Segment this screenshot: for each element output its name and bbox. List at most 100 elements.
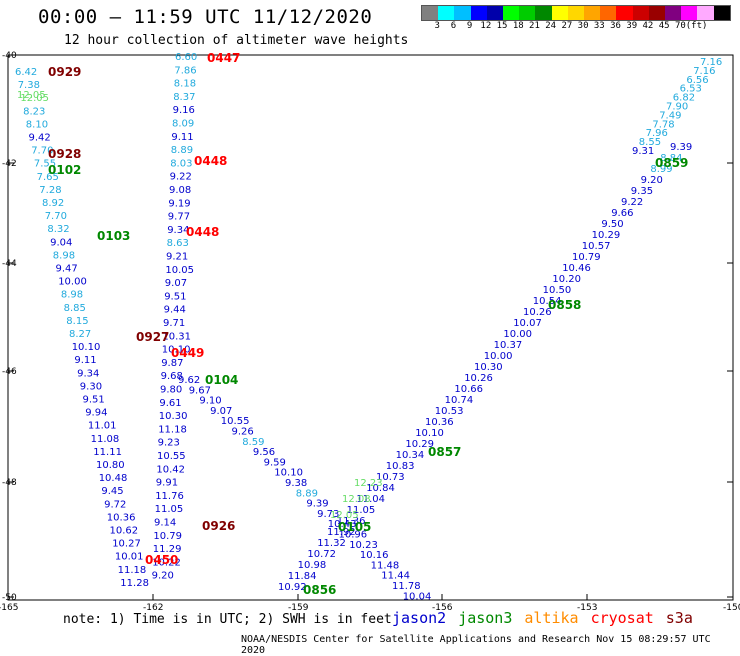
swh-value-track-b: 10.79 [153, 531, 182, 542]
swh-value-track-d: 10.50 [543, 285, 572, 296]
swh-value-track-c: 10.04 [403, 591, 432, 602]
swh-value-track-d: 11.92 [327, 527, 356, 538]
time-label: 0104 [205, 373, 238, 387]
swh-value-track-e: 6.82 [673, 93, 695, 104]
swh-value-track-d: 11.32 [317, 538, 346, 549]
swh-value-track-a: 9.45 [101, 486, 123, 497]
swh-value-track-a: 8.98 [53, 250, 75, 261]
swh-value-track-b: 9.16 [173, 105, 195, 116]
swh-value-track-c: 9.07 [210, 406, 232, 417]
swh-value-track-a: 9.51 [83, 395, 105, 406]
swh-value-track-e: 7.96 [646, 128, 668, 139]
swh-value-track-b: 11.29 [153, 544, 182, 555]
colorbar-swatch [632, 6, 649, 20]
time-label: 0450 [145, 553, 178, 567]
page-subtitle: 12 hour collection of altimeter wave hei… [64, 33, 409, 48]
lon-label: -150 [723, 603, 740, 613]
colorbar-swatch [600, 6, 617, 20]
swh-value-track-f: 12.05 [330, 510, 359, 521]
swh-value-track-g: 12.05 [17, 90, 46, 101]
lon-label: -153 [577, 603, 597, 613]
swh-value-track-a: 9.30 [80, 381, 102, 392]
swh-value-track-a: 12.05 [20, 93, 49, 104]
swh-value-track-c: 8.89 [296, 488, 318, 499]
swh-value-track-d: 10.74 [445, 395, 474, 406]
swh-value-track-d: 10.66 [454, 384, 483, 395]
swh-value-track-c: 10.55 [221, 416, 250, 427]
swh-value-track-c: 9.73 [317, 509, 339, 520]
swh-value-track-c: 10.10 [274, 468, 303, 479]
swh-value-track-a: 11.28 [120, 578, 149, 589]
swh-value-track-c: 9.59 [264, 457, 286, 468]
swh-value-track-d: 11.36 [337, 516, 366, 527]
swh-value-track-d: 10.53 [435, 406, 464, 417]
swh-value-track-b: 9.77 [168, 212, 190, 223]
swh-value-track-a: 9.34 [77, 368, 99, 379]
swh-value-track-b: 9.51 [164, 291, 186, 302]
swh-value-track-d: 10.72 [307, 549, 336, 560]
swh-value-track-a: 10.27 [112, 539, 141, 550]
colorbar-labels: 3 6 9 12 15 18 21 24 27 30 33 36 39 42 45 70 (ft) [421, 21, 729, 33]
swh-value-track-b: 9.61 [159, 398, 181, 409]
swh-value-track-c: 9.67 [189, 385, 211, 396]
swh-value-track-b: 8.63 [167, 238, 189, 249]
swh-value-track-d: 10.10 [415, 428, 444, 439]
swh-value-track-b: 8.09 [172, 119, 194, 130]
time-label: 0448 [186, 225, 219, 239]
swh-value-track-d: 11.04 [356, 494, 385, 505]
swh-value-track-d: 10.57 [582, 241, 611, 252]
swh-value-track-b: 10.31 [162, 331, 191, 342]
swh-value-track-a: 8.10 [26, 119, 48, 130]
colorbar-label: 42 [642, 21, 654, 31]
time-label: 0105 [338, 520, 371, 534]
colorbar-swatch [470, 6, 487, 20]
colorbar-label: 21 [529, 21, 540, 31]
colorbar-label: 27 [561, 21, 573, 31]
swh-value-track-b: 9.20 [152, 571, 174, 582]
swh-value-track-d: 9.50 [601, 219, 623, 230]
swh-value-track-b: 9.07 [165, 278, 187, 289]
swh-value-track-b: 9.11 [171, 132, 193, 143]
swh-value-track-a: 8.32 [47, 224, 69, 235]
time-label: 0858 [548, 298, 581, 312]
lat-label: -48 [2, 478, 17, 488]
swh-value-track-e: 6.56 [686, 75, 708, 86]
swh-value-track-b: 8.89 [171, 145, 193, 156]
map-frame [7, 54, 734, 601]
swh-value-track-e: 9.31 [632, 146, 654, 157]
lon-label: -165 [0, 603, 18, 613]
swh-value-track-b: 11.05 [155, 504, 184, 515]
lon-label: -162 [143, 603, 163, 613]
swh-value-track-b: 10.55 [157, 451, 186, 462]
swh-value-track-b: 9.34 [167, 225, 189, 236]
colorbar-swatch [503, 6, 520, 20]
swh-value-track-d: 8.84 [660, 153, 682, 164]
satellite-legend: jason2 jason3 altika cryosat s3a [392, 609, 693, 627]
legend-altika: altika [524, 609, 579, 627]
swh-value-track-d: 9.39 [670, 142, 692, 153]
swh-value-track-f: 12.08 [342, 494, 371, 505]
colorbar-swatch [681, 6, 698, 20]
legend-s3a: s3a [665, 609, 693, 627]
swh-value-track-e: 7.78 [652, 119, 674, 130]
swh-value-track-a: 9.42 [29, 133, 51, 144]
colorbar-label: 39 [626, 21, 638, 31]
swh-value-track-d: 10.92 [278, 582, 307, 593]
lon-label: -159 [288, 603, 309, 613]
swh-value-track-b: 10.10 [162, 345, 191, 356]
lat-label: -42 [2, 159, 17, 169]
swh-value-track-b: 11.18 [158, 424, 187, 435]
swh-value-track-c: 9.39 [306, 499, 328, 510]
swh-value-track-d: 11.84 [288, 571, 317, 582]
swh-value-track-c: 9.38 [285, 478, 307, 489]
swh-value-track-d: 10.37 [494, 340, 523, 351]
swh-value-track-b: 6.60 [175, 52, 197, 63]
swh-value-track-d: 10.83 [386, 461, 415, 472]
swh-value-track-f: 12.23 [354, 478, 383, 489]
colorbar-swatch [454, 6, 471, 20]
swh-value-track-a: 10.80 [96, 460, 125, 471]
swh-value-track-d: 10.36 [425, 417, 454, 428]
swh-value-track-e: 6.53 [680, 84, 702, 95]
swh-value-track-b: 9.14 [154, 518, 176, 529]
swh-value-track-a: 7.70 [31, 146, 53, 157]
